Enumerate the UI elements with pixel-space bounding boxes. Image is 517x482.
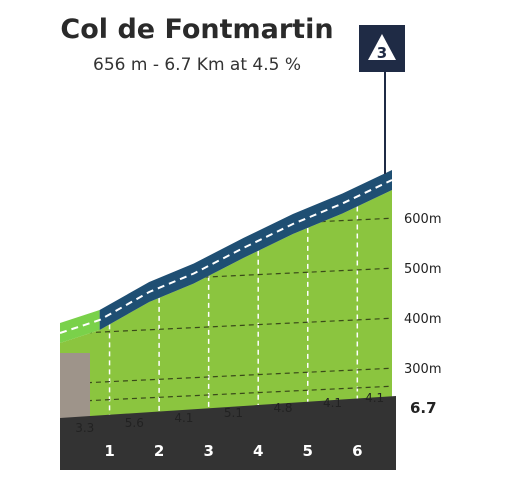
km-marker-label: 5 [303,442,313,460]
altitude-gridline [60,317,392,335]
segment-gradient-label: 4.1 [365,391,384,405]
km-marker-label: 1 [104,442,114,460]
road-centre-line [59,179,393,334]
altitude-gridline [60,385,392,403]
segment-gradient-label: 5.1 [224,406,243,420]
altitude-tick-label: 300m [404,362,441,377]
segment-gradient-label: 4.1 [174,411,193,425]
segment-gradient-label: 3.3 [75,421,94,435]
road-band [99,170,393,330]
segment-gradient-label: 4.1 [323,396,342,410]
altitude-tick-label: 600m [404,212,441,227]
altitude-gridline [60,367,392,385]
base-left-edge [60,353,90,418]
km-marker-label: 4 [253,442,263,460]
segment-gradient-label: 4.8 [273,401,292,415]
road-start-band [60,310,100,343]
terrain-area [60,190,392,418]
altitude-tick-label: 400m [404,312,441,327]
km-marker-label: 2 [154,442,164,460]
km-marker-label: 3 [203,442,213,460]
segment-gradient-label: 5.6 [125,416,144,430]
climb-title: Col de Fontmartin [60,14,334,45]
distance-base-band [60,418,396,470]
end-distance-label: 6.7 [410,399,437,417]
climb-subtitle: 656 m - 6.7 Km at 4.5 % [93,55,301,75]
base-top-slope [60,396,396,418]
category-triangle-icon [368,34,396,60]
category-badge-label: 3 [377,44,387,62]
km-marker-label: 6 [352,442,362,460]
altitude-tick-label: 500m [404,262,441,277]
